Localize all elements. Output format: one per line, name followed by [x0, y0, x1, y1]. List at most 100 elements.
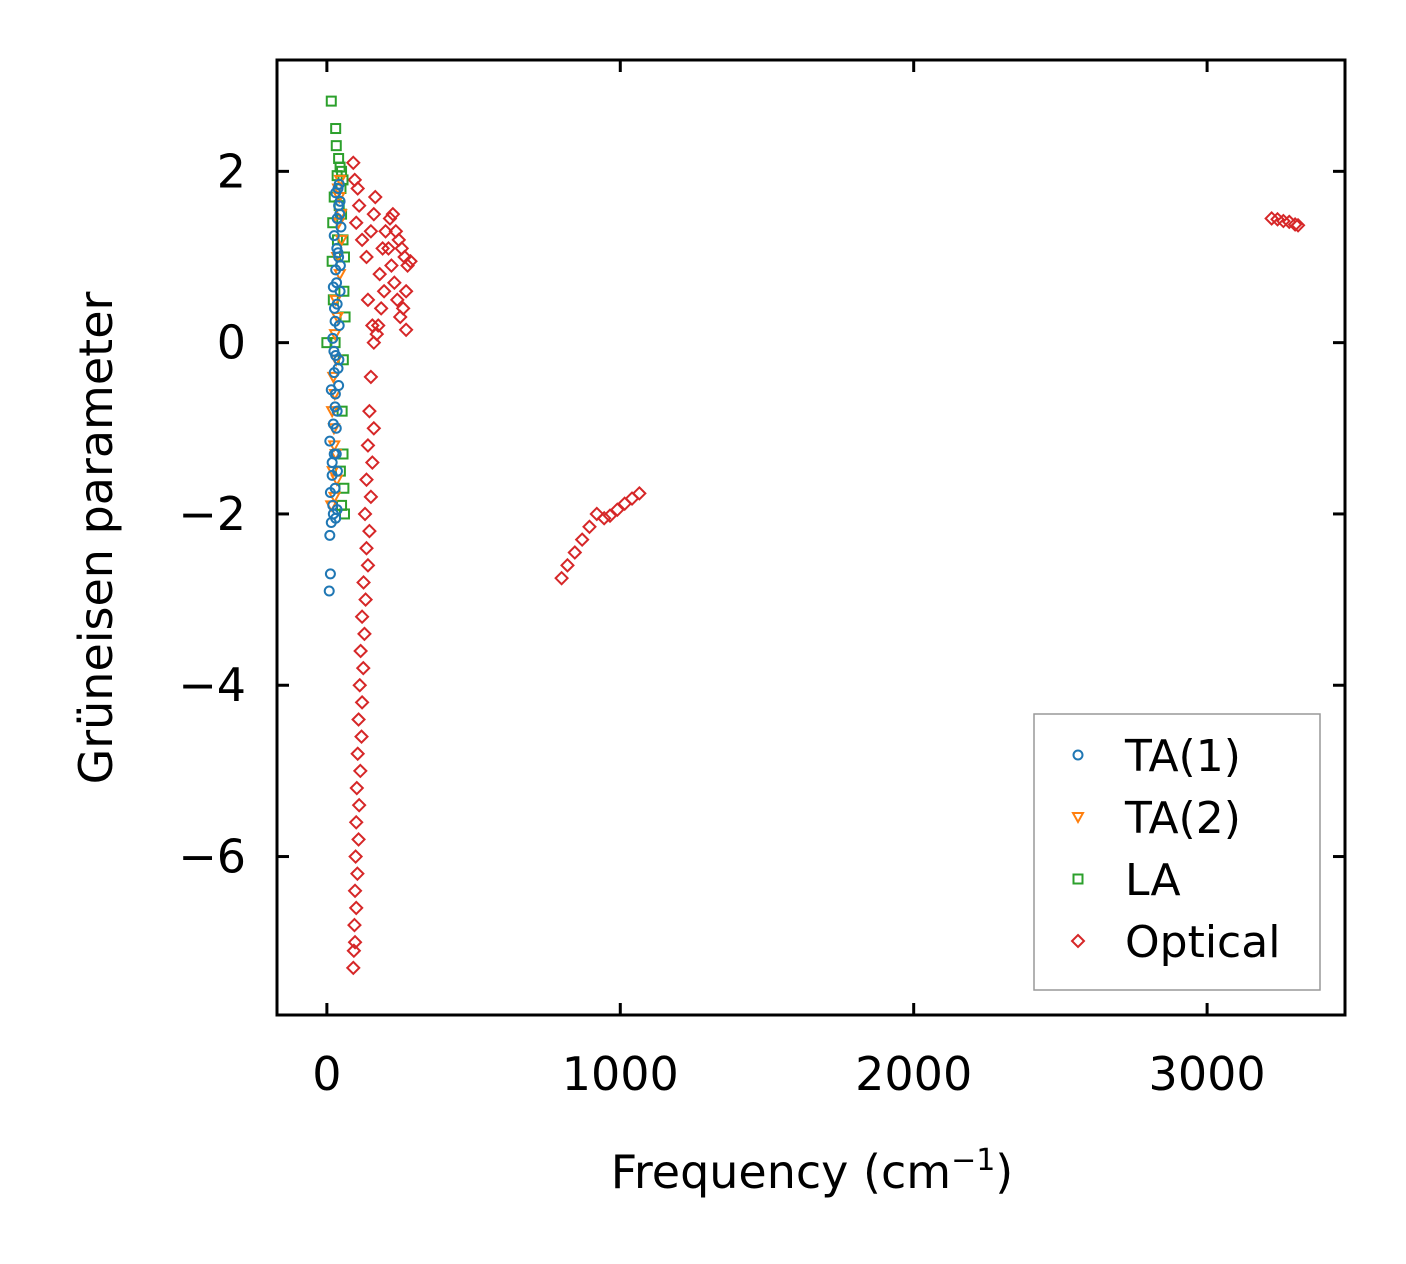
data-point	[367, 189, 383, 205]
data-point	[382, 211, 398, 226]
y-tick-label: −6	[178, 830, 246, 884]
data-point	[360, 438, 376, 453]
y-axis-label: Grüneisen parameter	[69, 291, 123, 784]
data-point	[354, 232, 370, 248]
data-point	[362, 403, 377, 419]
data-point	[335, 221, 347, 233]
data-point	[331, 277, 343, 289]
data-point	[334, 208, 346, 220]
data-point	[352, 763, 368, 779]
data-point	[331, 242, 343, 254]
data-point	[331, 465, 343, 477]
legend-label: TA(1)	[1124, 731, 1241, 782]
data-point	[330, 422, 342, 434]
data-point	[589, 506, 605, 522]
data-point	[334, 260, 346, 272]
data-point	[327, 508, 339, 520]
data-points-layer	[321, 95, 1306, 976]
data-point	[347, 934, 363, 950]
data-point	[376, 283, 392, 299]
data-point	[354, 609, 370, 625]
data-point	[351, 712, 366, 727]
data-point	[351, 198, 367, 214]
data-point	[333, 320, 345, 332]
data-point	[398, 322, 414, 338]
data-point	[348, 215, 364, 231]
data-point	[357, 506, 373, 522]
data-point	[347, 917, 362, 933]
x-axis-label: Frequency (cm−1)	[611, 1143, 1014, 1199]
legend-item: TA(2)	[1071, 793, 1241, 844]
data-point	[360, 292, 376, 308]
data-point	[329, 482, 341, 494]
data-point	[330, 140, 342, 152]
data-point	[323, 585, 335, 597]
data-point	[403, 253, 418, 269]
plot-frame	[275, 58, 1347, 1017]
legend-item: LA	[1072, 855, 1181, 906]
data-point	[386, 275, 402, 291]
data-point	[389, 292, 405, 308]
data-point	[1290, 217, 1306, 233]
data-point	[325, 95, 337, 107]
data-point	[354, 694, 370, 710]
data-point	[1287, 217, 1303, 232]
data-point	[334, 234, 349, 247]
data-point	[360, 557, 376, 573]
data-point	[333, 354, 345, 366]
data-point	[355, 660, 371, 676]
data-point	[351, 797, 367, 813]
data-point	[324, 435, 336, 447]
data-point	[329, 388, 341, 400]
data-point	[366, 420, 382, 436]
data-point	[366, 206, 382, 222]
x-tick-label: 3000	[1149, 1047, 1266, 1101]
data-point	[347, 883, 363, 899]
y-tick-label: −4	[178, 658, 246, 712]
axis-ticks	[277, 60, 1345, 1015]
data-point	[356, 575, 371, 590]
data-point	[385, 206, 401, 222]
data-point	[327, 332, 339, 344]
data-point	[359, 249, 374, 265]
data-point	[364, 455, 380, 470]
data-point	[345, 155, 361, 171]
data-point	[359, 472, 374, 488]
y-tick-label: −2	[178, 487, 246, 541]
data-point	[596, 510, 612, 526]
legend-label: TA(2)	[1124, 793, 1241, 844]
data-point	[331, 405, 343, 417]
data-point	[329, 302, 341, 314]
data-point	[346, 943, 362, 959]
axis-tick-labels: 0 1000 2000 3000 −6 −4 −2 0 2	[178, 144, 1265, 1101]
data-point	[554, 570, 570, 586]
data-point	[370, 318, 386, 333]
data-point	[582, 519, 597, 535]
data-point	[352, 677, 368, 693]
data-point	[400, 258, 415, 273]
x-tick-label: 1000	[562, 1047, 679, 1101]
data-point	[624, 491, 640, 506]
y-tick-label: 2	[217, 144, 246, 198]
legend-label: Optical	[1125, 917, 1280, 968]
legend-marker	[1072, 873, 1084, 885]
data-point	[375, 241, 391, 256]
data-point	[359, 540, 374, 556]
legend-label: LA	[1125, 855, 1181, 906]
legend-marker	[1071, 812, 1085, 825]
data-point	[363, 369, 379, 385]
data-point	[366, 335, 382, 351]
data-point	[348, 900, 364, 916]
data-point	[372, 266, 388, 282]
data-point	[353, 643, 369, 659]
data-point	[348, 849, 364, 864]
data-point	[373, 300, 389, 316]
data-point	[378, 223, 393, 239]
data-point	[350, 746, 366, 762]
data-point	[328, 230, 340, 242]
data-point	[330, 123, 342, 135]
data-point	[324, 529, 336, 541]
legend: TA(1) TA(2) LA Optical	[1033, 713, 1321, 991]
data-point	[560, 557, 575, 573]
legend-item: TA(1)	[1072, 731, 1241, 782]
